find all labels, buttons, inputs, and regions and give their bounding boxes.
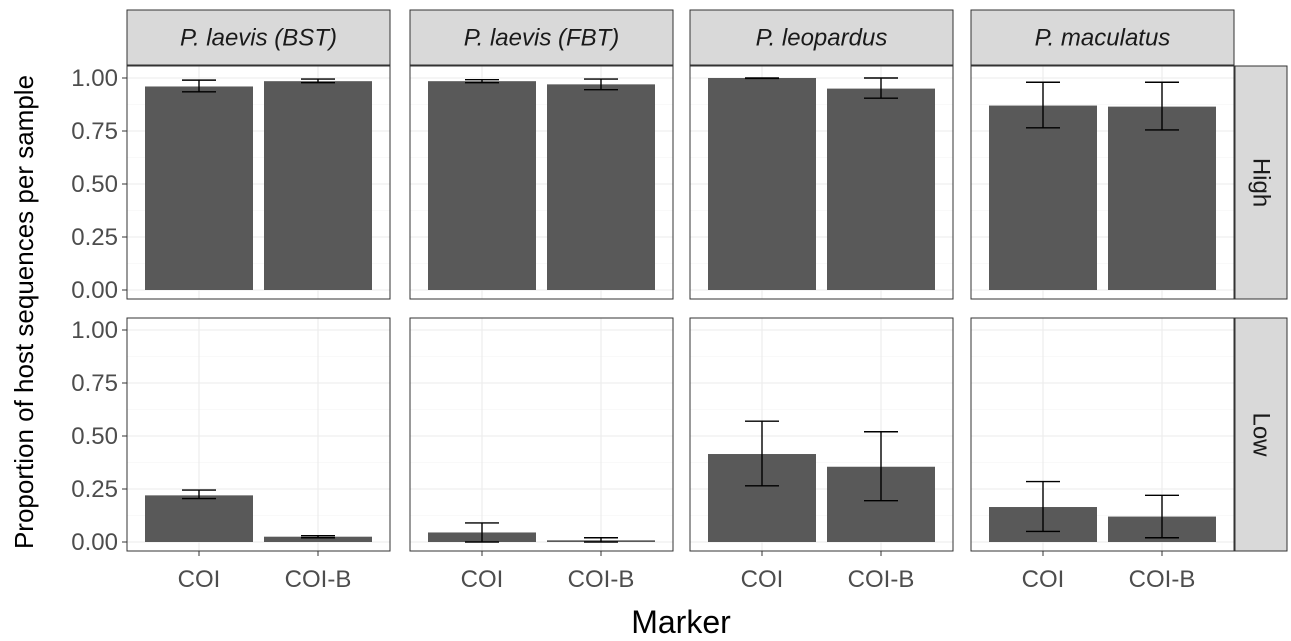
- y-tick-label: 0.00: [71, 277, 118, 304]
- bar-coi-b: [264, 536, 372, 542]
- column-strip: [689, 9, 954, 66]
- x-tick-label-coi-b: COI-B: [568, 566, 635, 593]
- y-tick-label: 0.75: [71, 118, 118, 145]
- x-tick-label-coi-b: COI-B: [848, 566, 915, 593]
- bar-coi: [145, 495, 253, 542]
- panel-border: [689, 317, 954, 552]
- y-tick-label: 0.75: [71, 370, 118, 397]
- y-tick-label: 0.50: [71, 171, 118, 198]
- x-tick-label-coi: COI: [461, 566, 504, 593]
- x-tick-label-coi-b: COI-B: [285, 566, 352, 593]
- bar-coi-b: [827, 88, 935, 290]
- panel-border: [409, 317, 674, 552]
- bar-coi-b: [264, 81, 372, 291]
- column-strip-label-p-maculatus: P. maculatus: [1035, 25, 1171, 52]
- row-strip-label-low: Low: [1248, 412, 1275, 457]
- x-tick-label-coi: COI: [1022, 566, 1065, 593]
- bar-coi: [989, 105, 1097, 290]
- panel-border: [970, 317, 1235, 552]
- panel-high-p-maculatus: [970, 65, 1235, 300]
- panel-low-p-laevis-fbt: [409, 317, 674, 552]
- y-tick-label: 0.25: [71, 476, 118, 503]
- y-tick-label: 0.50: [71, 423, 118, 450]
- column-strip: [970, 9, 1235, 66]
- panel-high-p-leopardus: [689, 65, 954, 300]
- y-tick-label: 0.00: [71, 529, 118, 556]
- column-strip-label-p-laevis-bst: P. laevis (BST): [180, 25, 337, 52]
- bar-coi-b: [1108, 106, 1216, 291]
- column-strip-label-p-leopardus: P. leopardus: [756, 25, 888, 52]
- panel-low-p-laevis-bst: [126, 317, 391, 552]
- panel-border: [970, 65, 1235, 300]
- panel-background: [410, 318, 673, 551]
- row-strip-label-high: High: [1248, 158, 1275, 207]
- bar-coi: [428, 81, 536, 291]
- panel-border: [409, 65, 674, 300]
- bar-coi: [145, 86, 253, 290]
- panel-high-p-laevis-bst: [126, 65, 391, 300]
- panel-border: [126, 65, 391, 300]
- y-axis-title: Proportion of host sequences per sample: [9, 75, 39, 549]
- panel-border: [689, 65, 954, 300]
- column-strip: [409, 9, 674, 66]
- panel-border: [126, 317, 391, 552]
- bar-coi: [708, 78, 816, 290]
- x-tick-label-coi: COI: [178, 566, 221, 593]
- y-tick-label: 1.00: [71, 317, 118, 344]
- x-tick-label-coi-b: COI-B: [1129, 566, 1196, 593]
- column-strip-label-p-laevis-fbt: P. laevis (FBT): [464, 25, 620, 52]
- plot-area: P. laevis (BST) P. laevis (FBT) P. leopard…: [71, 9, 1288, 593]
- x-tick-label-coi: COI: [741, 566, 784, 593]
- row-strip: [1234, 65, 1288, 300]
- x-axis-title: Marker: [631, 604, 731, 640]
- panel-low-p-leopardus: [689, 317, 954, 552]
- y-tick-label: 1.00: [71, 65, 118, 92]
- y-tick-label: 0.25: [71, 224, 118, 251]
- bar-coi-b: [547, 84, 655, 290]
- column-strip: [126, 9, 391, 66]
- panel-high-p-laevis-fbt: [409, 65, 674, 300]
- row-strip: [1234, 317, 1288, 552]
- panel-low-p-maculatus: [970, 317, 1235, 552]
